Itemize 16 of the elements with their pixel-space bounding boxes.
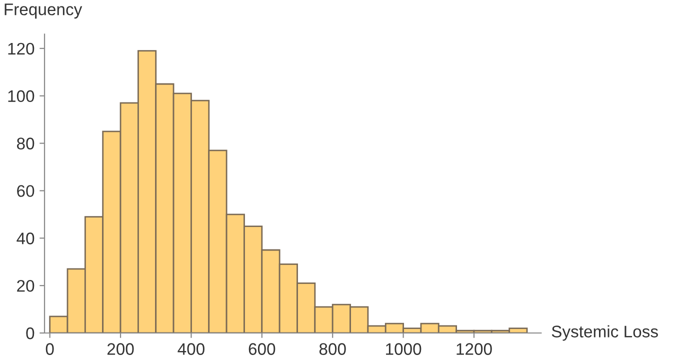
x-tick-label: 1000 — [386, 343, 422, 355]
y-axis-title: Frequency — [4, 4, 82, 19]
y-tick-label: 100 — [8, 90, 34, 102]
x-tick-label: 800 — [319, 343, 346, 355]
y-tick-label: 40 — [16, 232, 34, 244]
y-tick-label: 0 — [26, 327, 34, 340]
x-tick-label: 200 — [107, 343, 134, 355]
x-axis-title: Systemic Loss — [552, 325, 658, 341]
x-tick-label: 600 — [248, 343, 276, 355]
x-tick-label: 0 — [46, 343, 54, 355]
x-tick-label: 400 — [178, 343, 204, 355]
x-tick-label: 1200 — [456, 343, 492, 355]
y-tick-label: 20 — [17, 280, 34, 292]
y-tick-label: 60 — [17, 185, 34, 197]
y-tick-label: 120 — [8, 42, 34, 55]
y-tick-label: 80 — [16, 138, 34, 150]
